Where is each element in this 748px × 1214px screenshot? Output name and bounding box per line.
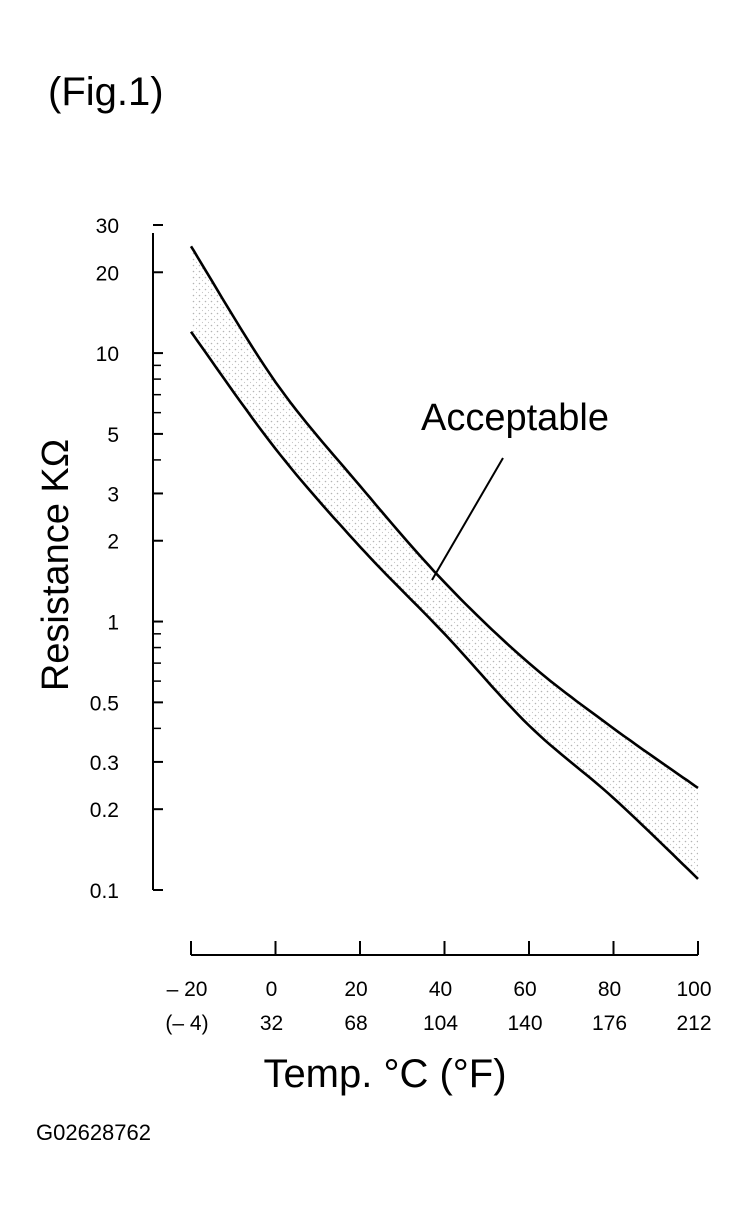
x-tick-label-fahrenheit: 140 xyxy=(507,1012,542,1035)
acceptable-band-fill xyxy=(191,246,698,879)
x-axis: – 20 (– 4) 0 32 20 68 40 104 60 140 80 176 100 212 xyxy=(165,941,712,1035)
x-tick-label-celsius: – 20 xyxy=(167,978,208,1001)
y-tick-label: 1 xyxy=(107,612,119,635)
x-tick-label-fahrenheit: 32 xyxy=(260,1012,283,1035)
upper-limit-line xyxy=(189,245,699,789)
y-tick-label: 5 xyxy=(107,424,119,447)
y-tick-label: 20 xyxy=(96,262,119,285)
x-tick-label-fahrenheit: 104 xyxy=(423,1012,458,1035)
x-tick-label-celsius: 60 xyxy=(513,978,536,1001)
lower-limit-line xyxy=(189,331,699,880)
x-axis-label: Temp. °C (°F) xyxy=(263,1052,506,1096)
y-axis-label: Resistance KΩ xyxy=(35,439,77,691)
x-tick-label-celsius: 100 xyxy=(676,978,711,1001)
x-tick-label-fahrenheit: 176 xyxy=(592,1012,627,1035)
x-tick-label-celsius: 80 xyxy=(598,978,621,1001)
figure-code: G02628762 xyxy=(36,1120,151,1145)
series-lines xyxy=(189,245,699,880)
annotation: Acceptable xyxy=(421,397,609,581)
y-tick-label: 0.2 xyxy=(90,799,119,822)
x-tick-label-celsius: 0 xyxy=(266,978,278,1001)
x-tick-label-fahrenheit: (– 4) xyxy=(165,1012,208,1035)
y-tick-label: 2 xyxy=(107,531,119,554)
x-tick-label-fahrenheit: 68 xyxy=(344,1012,367,1035)
x-tick-label-fahrenheit: 212 xyxy=(676,1012,711,1035)
y-tick-label: 0.3 xyxy=(90,752,119,775)
y-tick-label: 30 xyxy=(96,215,119,238)
x-tick-label-celsius: 20 xyxy=(344,978,367,1001)
figure-label: (Fig.1) xyxy=(48,70,164,114)
acceptable-band xyxy=(191,246,698,879)
y-tick-label: 0.5 xyxy=(90,692,119,715)
x-tick-label-celsius: 40 xyxy=(429,978,452,1001)
y-tick-label: 0.1 xyxy=(90,880,119,903)
y-axis: 0.1 0.2 0.3 0.5 1 2 3 5 10 20 30 xyxy=(90,215,163,903)
acceptable-label: Acceptable xyxy=(421,397,609,439)
y-tick-label: 3 xyxy=(107,483,119,506)
acceptable-leader-line xyxy=(431,457,504,581)
y-tick-label: 10 xyxy=(96,343,119,366)
